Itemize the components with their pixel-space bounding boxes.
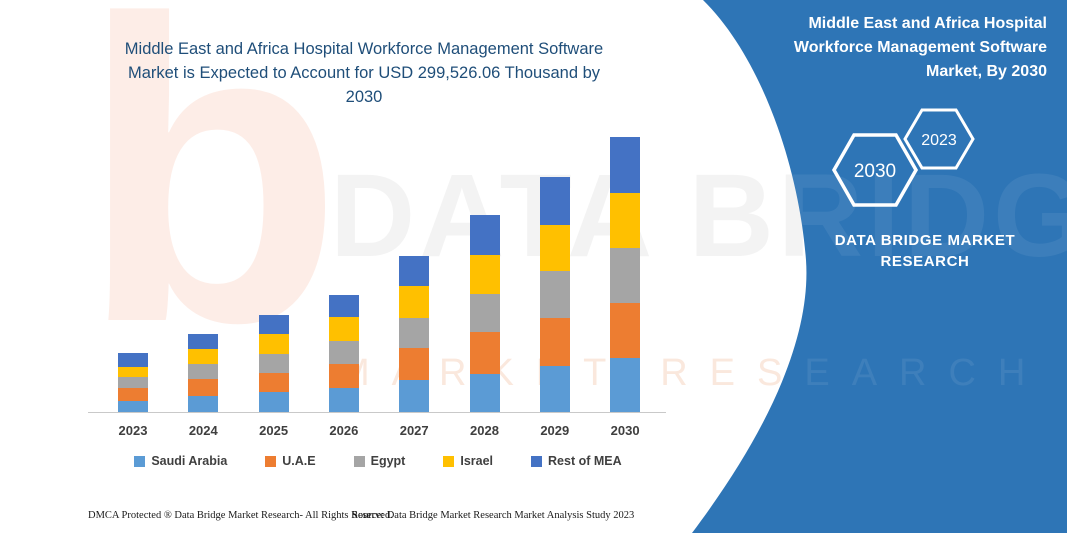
bar-segment-rest-of-mea-2030 [610,137,641,193]
bar-segment-israel-2024 [188,349,219,364]
legend-label-israel: Israel [460,454,494,468]
bar-segment-rest-of-mea-2023 [118,353,148,367]
legend-swatch-israel [443,455,455,467]
bar-2026 [328,295,359,412]
chart-title-line-2: Market is Expected to Account for USD 29… [127,64,601,82]
bar-2027 [399,256,430,412]
bar-segment-egypt-2024 [188,364,219,379]
x-axis-label-2024: 2024 [188,423,218,438]
panel-title-line-1: Middle East and Africa Hospital [808,15,1047,32]
bar-segment-rest-of-mea-2029 [539,177,570,225]
blue-panel-shape [692,0,1067,533]
x-axis-label-2029: 2029 [540,423,570,438]
x-axis-label-2026: 2026 [329,423,359,438]
bar-segment-u-a-e-2024 [188,379,219,396]
legend-swatch-rest-of-mea [531,455,543,467]
hexagon-2030 [831,133,919,207]
bar-segment-israel-2025 [258,334,289,354]
chart-legend: Saudi Arabia U.A.E Egypt Israel Rest of MEA [90,454,666,468]
hexagon-2023 [903,108,975,170]
chart-title-line-1: Middle East and Africa Hospital Workforc… [124,40,604,58]
legend-swatch-egypt [353,455,365,467]
bar-segment-u-a-e-2027 [399,348,430,380]
bar-segment-egypt-2028 [469,294,500,332]
bar-segment-egypt-2025 [258,354,289,373]
panel-title: Middle East and Africa Hospital Workforc… [762,12,1047,84]
x-axis-label-2023: 2023 [118,423,148,438]
chart-title: Middle East and Africa Hospital Workforc… [84,37,644,109]
x-axis-line [88,412,666,413]
legend-item-u-a-e: U.A.E [265,454,316,468]
bar-segment-israel-2026 [328,317,359,341]
x-axis-label-2030: 2030 [610,423,640,438]
x-axis-label-2027: 2027 [399,423,429,438]
bar-segment-saudi-arabia-2026 [328,388,359,412]
legend-item-egypt: Egypt [353,454,406,468]
brand-line-1: DATA BRIDGE MARKET [834,232,1016,249]
bar-segment-saudi-arabia-2025 [258,392,289,412]
bar-segment-saudi-arabia-2027 [399,380,430,412]
bar-segment-saudi-arabia-2024 [188,396,219,412]
bar-2028 [469,215,500,412]
bar-segment-u-a-e-2029 [539,318,570,366]
bar-segment-u-a-e-2028 [469,332,500,374]
legend-item-rest-of-mea: Rest of MEA [531,454,622,468]
legend-item-saudi-arabia: Saudi Arabia [134,454,227,468]
bar-segment-u-a-e-2026 [328,364,359,388]
legend-item-israel: Israel [443,454,493,468]
bar-segment-u-a-e-2025 [258,373,289,392]
bar-segment-u-a-e-2023 [118,388,148,401]
bar-segment-israel-2028 [469,255,500,294]
x-axis-label-2028: 2028 [470,423,499,438]
legend-label-saudi-arabia: Saudi Arabia [151,454,228,468]
legend-label-u-a-e: U.A.E [282,454,316,468]
bar-segment-israel-2030 [610,193,641,248]
bar-segment-rest-of-mea-2028 [469,215,500,255]
legend-label-rest-of-mea: Rest of MEA [548,454,622,468]
data-bridge-brand-name: DATA BRIDGE MARKET RESEARCH [800,230,1050,272]
bar-segment-rest-of-mea-2026 [328,295,359,317]
legend-swatch-u-a-e [265,455,277,467]
bar-segment-saudi-arabia-2028 [469,374,500,412]
bar-segment-saudi-arabia-2029 [539,366,570,412]
x-axis-label-2025: 2025 [259,423,289,438]
bar-segment-israel-2023 [118,367,148,377]
bar-plot: 2023 2024 2025 2026 2027 2028 2029 2030 [88,137,666,438]
bar-2029 [539,177,570,412]
legend-swatch-saudi-arabia [134,455,146,467]
bar-segment-rest-of-mea-2024 [188,334,219,349]
brand-line-2: RESEARCH [880,253,970,270]
panel-title-line-2: Workforce Management Software [793,39,1047,56]
bar-segment-saudi-arabia-2023 [118,401,148,412]
hexagon-2023-label: 2023 [921,132,957,149]
bar-segment-israel-2029 [539,225,570,271]
chart-title-line-3: 2030 [345,88,383,106]
bar-segment-israel-2027 [399,286,430,318]
bar-segment-egypt-2027 [399,318,430,348]
bar-segment-egypt-2026 [328,341,359,364]
bar-segment-egypt-2030 [610,248,641,303]
panel-title-line-3: Market, By 2030 [926,63,1047,80]
bar-segment-saudi-arabia-2030 [610,358,641,412]
bar-2024 [188,334,219,412]
bar-2023 [118,353,148,412]
bar-segment-rest-of-mea-2027 [399,256,430,286]
bar-2030 [610,137,641,412]
bar-2025 [258,315,289,412]
bar-segment-u-a-e-2030 [610,303,641,358]
bar-segment-egypt-2029 [539,271,570,318]
hexagon-2030-label: 2030 [854,161,896,182]
year-hexagons: 2030 2023 [831,108,975,207]
bar-segment-rest-of-mea-2025 [258,315,289,334]
dmca-copyright-text: DMCA Protected ® Data Bridge Market Rese… [88,510,393,521]
legend-label-egypt: Egypt [370,454,406,468]
bar-segment-egypt-2023 [118,377,148,388]
source-attribution-text: Source: Data Bridge Market Research Mark… [352,510,635,521]
